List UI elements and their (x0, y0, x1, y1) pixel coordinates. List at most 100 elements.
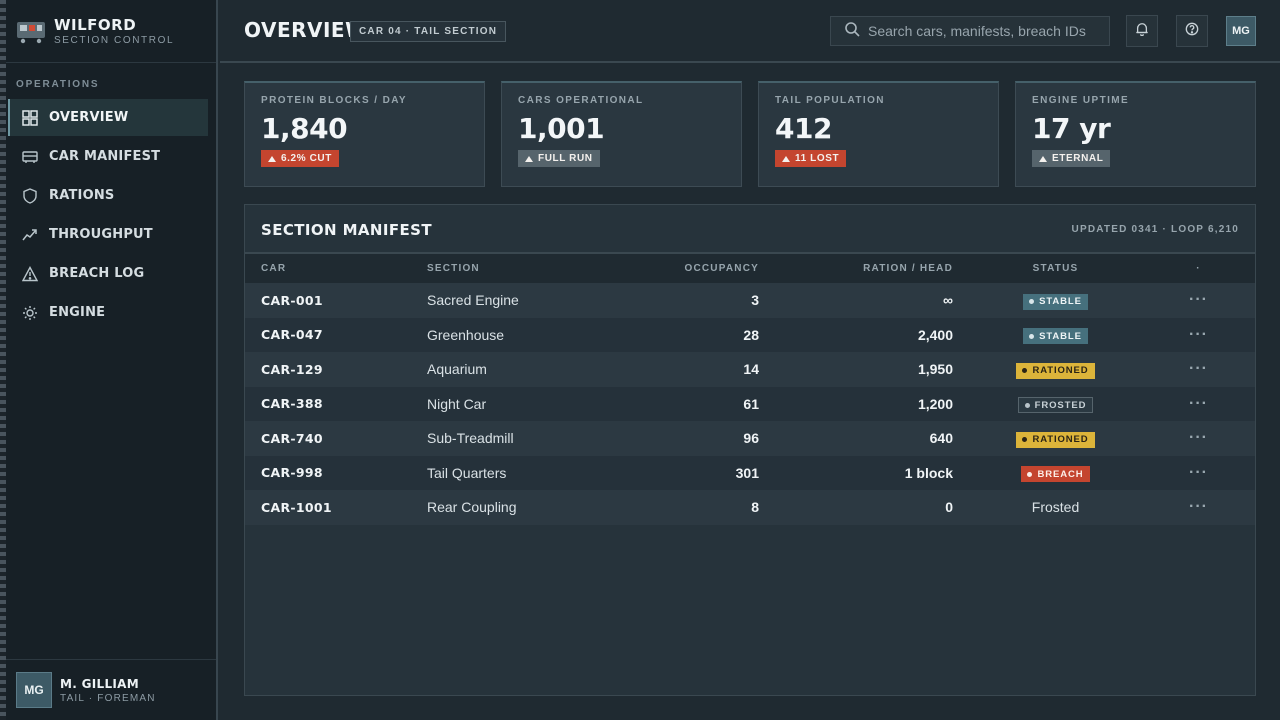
table-row[interactable]: CAR-740 Sub-Treadmill 96 640 RATIONED ··· (245, 421, 1255, 456)
kpi-card: ENGINE UPTIME 17 yr ETERNAL (1015, 81, 1256, 187)
kpi-card: CARS OPERATIONAL 1,001 FULL RUN (501, 81, 742, 187)
status-badge-text: STABLE (1039, 330, 1082, 342)
cell-ration: 0 (945, 499, 953, 516)
status-text: Frosted (1031, 499, 1080, 516)
status-dot-icon (1024, 402, 1030, 408)
cell-ration: 640 (929, 430, 953, 447)
search-input[interactable] (868, 23, 1108, 39)
cell-occupancy: 8 (751, 499, 759, 516)
kpi-badge-text: ETERNAL (1052, 153, 1104, 164)
more-options-icon[interactable]: ··· (1189, 498, 1208, 516)
table-row[interactable]: CAR-998 Tail Quarters 301 1 block BREACH ··· (245, 455, 1255, 490)
table-row[interactable]: CAR-001 Sacred Engine 3 ∞ STABLE ··· (245, 283, 1255, 318)
table-header-row: CAR SECTION OCCUPANCY RATION / HEAD STAT… (245, 254, 1255, 283)
more-options-icon[interactable]: ··· (1189, 429, 1208, 447)
kpi-badge-text: 6.2% CUT (281, 153, 332, 164)
cell-ration: 1,200 (917, 395, 953, 412)
column-header-occupancy[interactable]: OCCUPANCY (684, 263, 759, 274)
brand: WILFORD SECTION CONTROL (6, 0, 216, 63)
arrow-up-icon (525, 155, 533, 162)
cell-car: CAR-001 (261, 292, 323, 308)
status-dot-icon (1022, 368, 1028, 373)
cell-car: CAR-388 (261, 396, 323, 412)
cell-status: RATIONED (969, 352, 1142, 387)
sidebar-item-car-manifest[interactable]: CAR MANIFEST (8, 138, 208, 175)
avatar: MG (16, 672, 52, 708)
cell-car: CAR-047 (261, 327, 323, 343)
header-avatar[interactable]: MG (1226, 16, 1256, 46)
kpi-badge: 6.2% CUT (261, 150, 339, 167)
arrow-up-icon (1039, 155, 1047, 162)
table-row[interactable]: CAR-1001 Rear Coupling 8 0 Frosted ··· (245, 490, 1255, 525)
cell-status: STABLE (969, 318, 1142, 353)
section-chip: CAR 04 · TAIL SECTION (350, 21, 507, 42)
status-dot-icon (1022, 437, 1028, 442)
train-logo-icon (16, 20, 46, 44)
sidebar-item-label: BREACH LOG (49, 266, 145, 281)
trend-icon (22, 227, 38, 243)
kpi-badge-text: 11 LOST (795, 153, 840, 164)
more-options-icon[interactable]: ··· (1189, 360, 1208, 378)
kpi-row: PROTEIN BLOCKS / DAY 1,840 6.2% CUT CARS… (244, 81, 1256, 187)
help-button[interactable] (1176, 15, 1208, 47)
cell-car: CAR-129 (261, 361, 323, 377)
panel-title: SECTION MANIFEST (261, 221, 432, 239)
sidebar-item-engine[interactable]: ENGINE (8, 294, 208, 331)
kpi-value: 1,840 (261, 112, 348, 145)
table-row[interactable]: CAR-388 Night Car 61 1,200 FROSTED ··· (245, 386, 1255, 421)
status-badge-text: BREACH (1037, 468, 1084, 480)
column-header-status[interactable]: STATUS (1032, 263, 1079, 274)
sidebar-item-label: OVERVIEW (49, 110, 129, 125)
status-dot-icon (1029, 299, 1035, 304)
kpi-card: TAIL POPULATION 412 11 LOST (758, 81, 999, 187)
cell-car: CAR-740 (261, 430, 323, 446)
manifest-table: CAR SECTION OCCUPANCY RATION / HEAD STAT… (245, 254, 1255, 525)
cell-ration: 1,950 (917, 361, 953, 378)
table-row[interactable]: CAR-047 Greenhouse 28 2,400 STABLE ··· (245, 317, 1255, 353)
sidebar-item-throughput[interactable]: THROUGHPUT (8, 216, 208, 253)
kpi-value: 412 (775, 112, 832, 145)
gear-icon (22, 305, 38, 321)
status-badge-text: RATIONED (1032, 365, 1089, 376)
column-header-actions: · (1196, 263, 1201, 274)
table-row[interactable]: CAR-129 Aquarium 14 1,950 RATIONED ··· (245, 352, 1255, 387)
cell-section: Aquarium (427, 361, 487, 378)
sidebar-item-rations[interactable]: RATIONS (8, 177, 208, 214)
more-options-icon[interactable]: ··· (1189, 291, 1208, 309)
more-options-icon[interactable]: ··· (1189, 325, 1208, 343)
kpi-badge: ETERNAL (1032, 150, 1111, 167)
sidebar-item-overview[interactable]: OVERVIEW (8, 99, 208, 136)
column-header-section[interactable]: SECTION (427, 263, 480, 274)
status-badge-text: FROSTED (1034, 399, 1087, 411)
kpi-label: CARS OPERATIONAL (518, 95, 644, 106)
grid-icon (22, 109, 38, 126)
sidebar-item-label: CAR MANIFEST (49, 149, 161, 164)
cell-status: RATIONED (969, 421, 1142, 456)
kpi-value: 17 yr (1032, 112, 1111, 145)
user-profile[interactable]: MG M. GILLIAM TAIL · FOREMAN (6, 659, 216, 720)
status-dot-icon (1027, 471, 1033, 477)
cell-section: Rear Coupling (427, 499, 517, 516)
column-header-ration[interactable]: RATION / HEAD (863, 263, 953, 274)
sidebar-item-label: RATIONS (49, 188, 115, 203)
more-options-icon[interactable]: ··· (1189, 394, 1208, 412)
kpi-label: PROTEIN BLOCKS / DAY (261, 95, 407, 106)
search-box[interactable] (830, 16, 1110, 46)
cell-occupancy: 3 (751, 292, 759, 309)
cell-car: CAR-1001 (261, 499, 332, 515)
sidebar-nav: OVERVIEW CAR MANIFEST RATIONS (6, 99, 216, 331)
cell-occupancy: 61 (743, 395, 759, 412)
notifications-button[interactable] (1126, 15, 1158, 47)
arrow-up-icon (268, 155, 276, 162)
cell-section: Sub-Treadmill (427, 430, 514, 447)
sidebar-item-label: ENGINE (49, 305, 106, 320)
cell-status: Frosted (969, 490, 1142, 525)
kpi-badge-text: FULL RUN (538, 153, 593, 164)
status-badge: STABLE (1023, 293, 1088, 310)
left-edge-rail (0, 0, 6, 720)
sidebar-item-label: THROUGHPUT (49, 227, 153, 242)
column-header-car[interactable]: CAR (261, 263, 287, 274)
more-options-icon[interactable]: ··· (1189, 463, 1208, 481)
nav-section-label: OPERATIONS (16, 79, 100, 90)
sidebar-item-breach-log[interactable]: BREACH LOG (8, 255, 208, 292)
